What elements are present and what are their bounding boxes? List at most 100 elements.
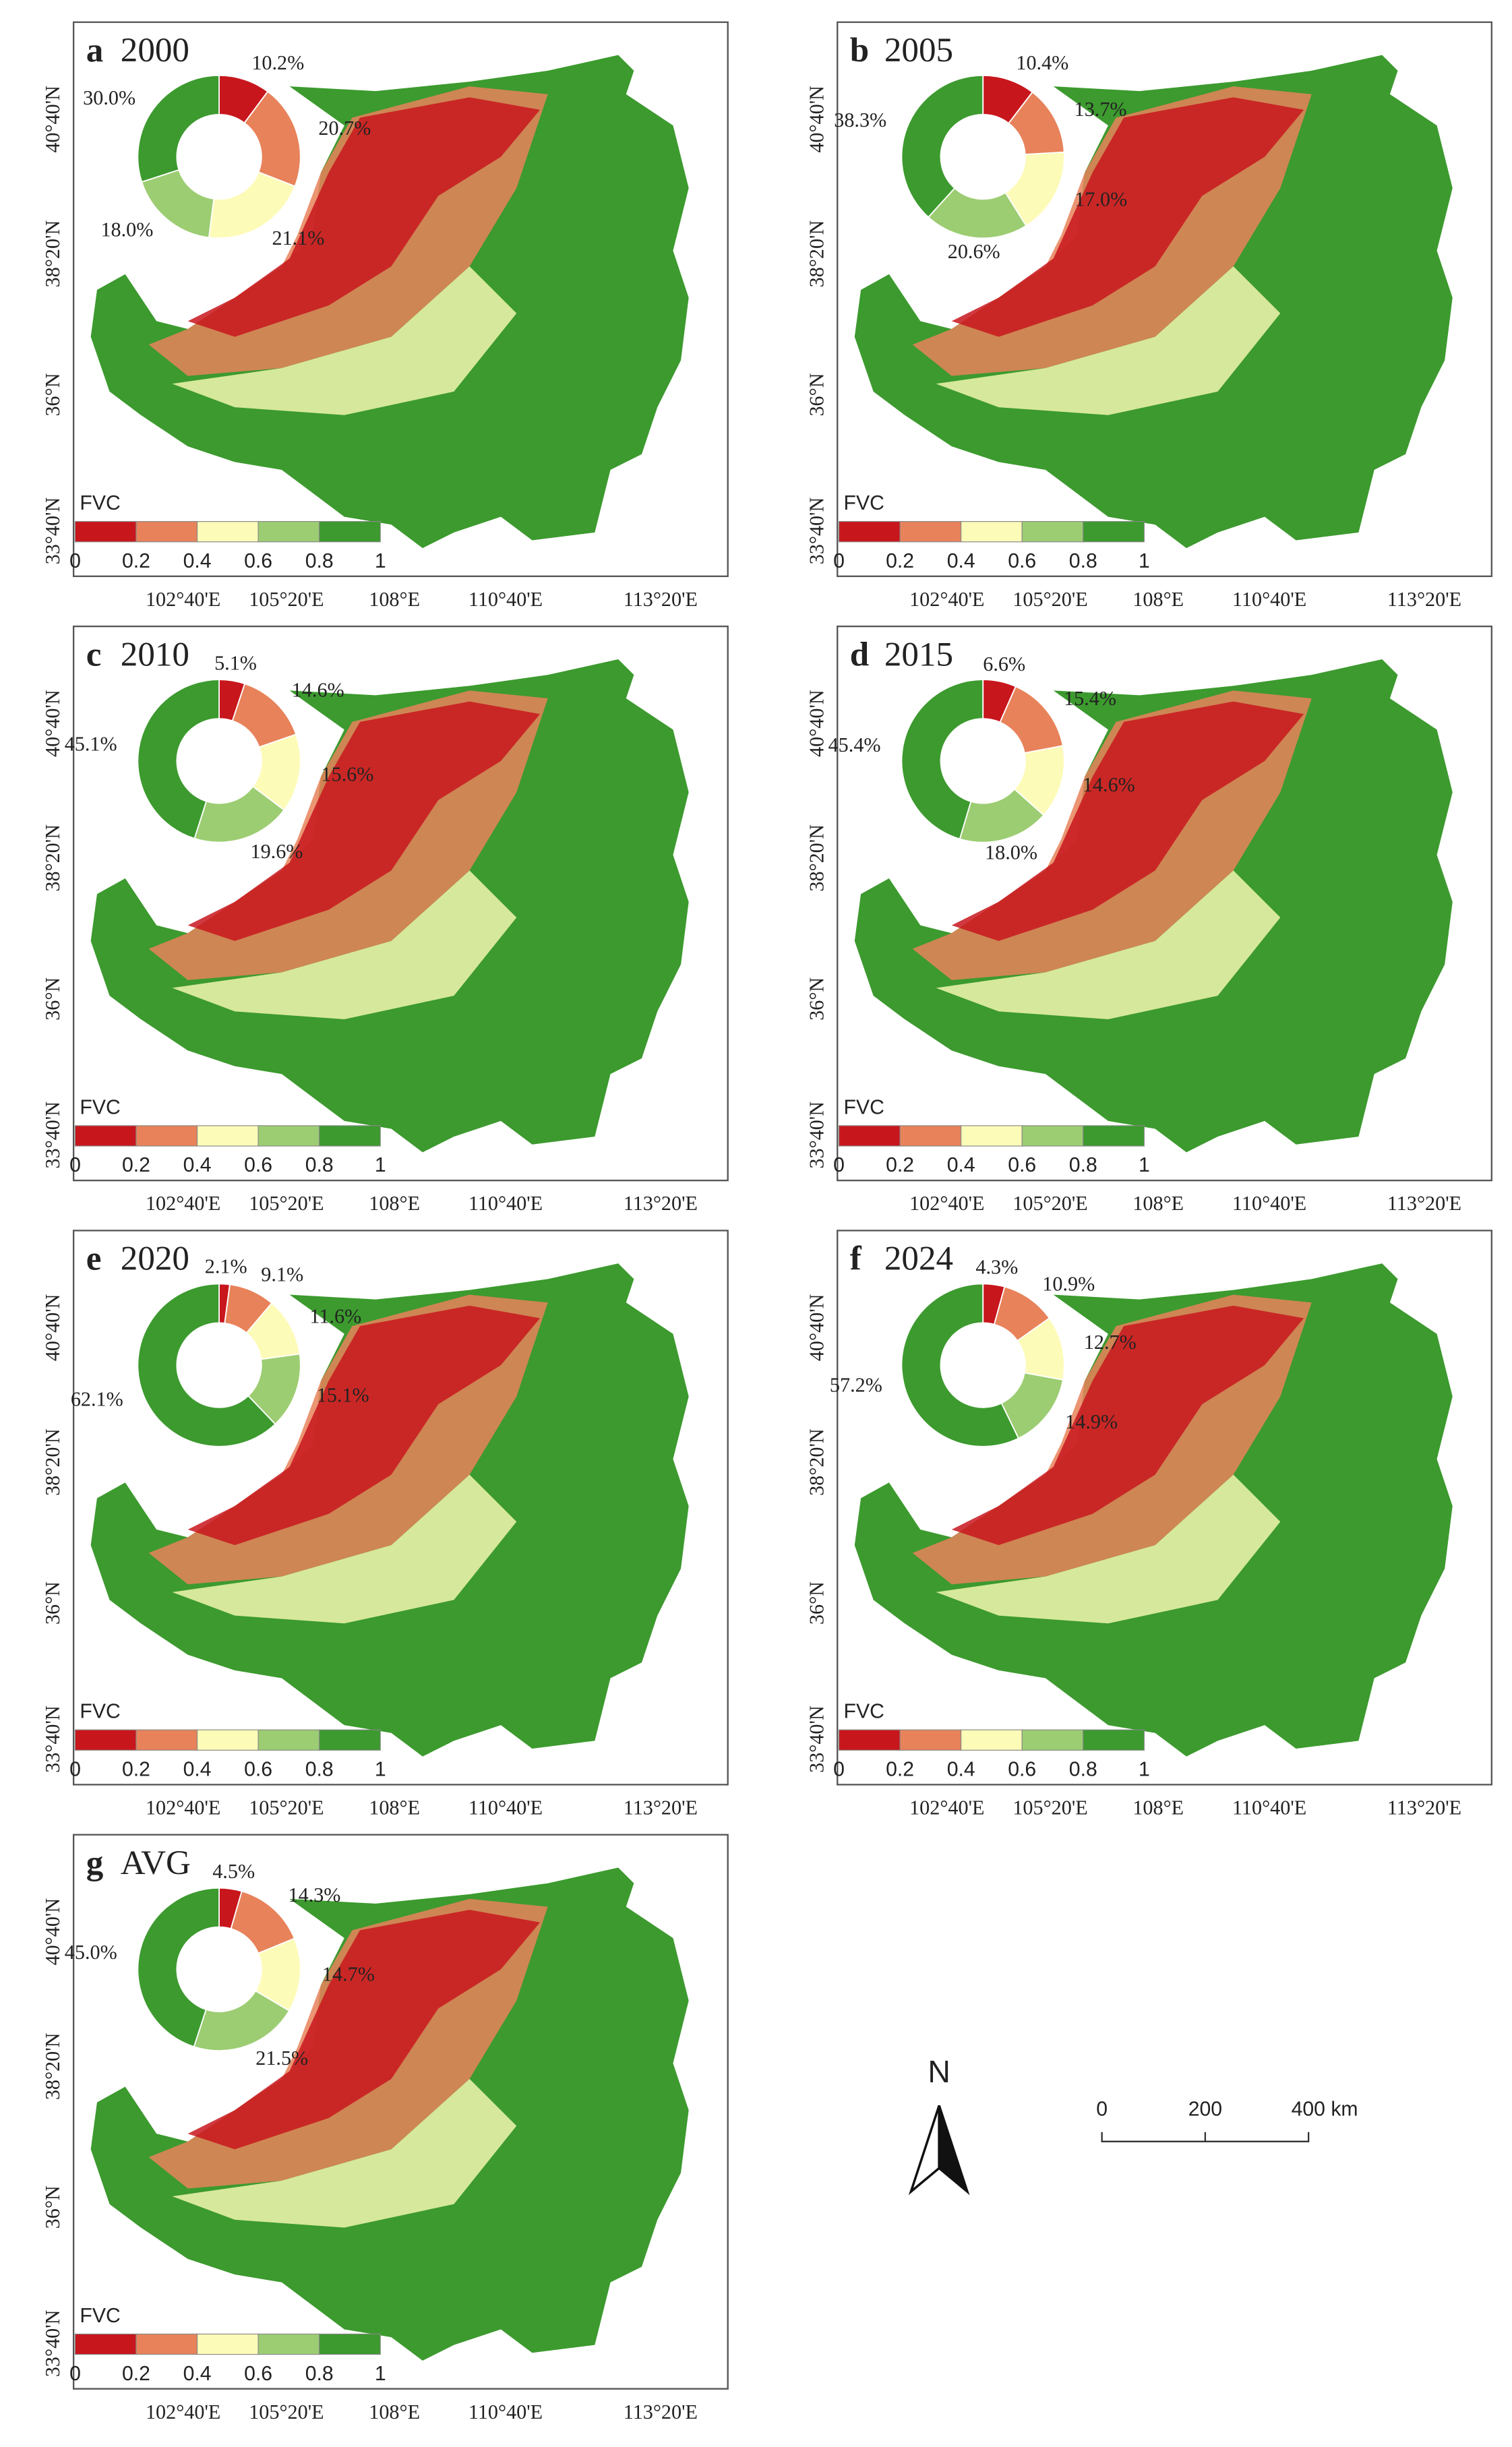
legend-swatch (258, 521, 320, 543)
donut-segment (137, 679, 220, 840)
lon-label: 113°20'E (624, 1192, 698, 1215)
legend-tick-label: 0.2 (886, 1758, 914, 1780)
lon-label: 102°40'E (909, 1192, 984, 1215)
legend-tick-label: 0.4 (183, 550, 212, 572)
legend-title: FVC (844, 492, 884, 514)
legend-swatch (1021, 521, 1084, 543)
donut-label: 6.6% (983, 653, 1025, 675)
lon-label: 113°20'E (1387, 1796, 1461, 1819)
donut-label: 14.3% (288, 1883, 340, 1906)
legend-tick-label: 0.2 (122, 1154, 150, 1176)
lon-label: 110°40'E (1232, 1796, 1306, 1819)
legend-swatch (1021, 1125, 1084, 1147)
legend-tick-label: 0.6 (244, 2363, 272, 2385)
lon-label: 108°E (1132, 588, 1184, 611)
lat-label: 40°40'N (41, 86, 64, 153)
legend-tick-label: 0.4 (183, 2363, 212, 2385)
lat-label: 38°20'N (805, 1428, 828, 1496)
region-patch (936, 1474, 1281, 1624)
legend-swatch (74, 521, 137, 543)
donut-label: 12.7% (1084, 1331, 1137, 1354)
legend-tick-label: 1 (1139, 1758, 1150, 1780)
donut-label: 62.1% (71, 1387, 123, 1410)
map-region (854, 659, 1453, 1153)
legend-tick-label: 0.4 (947, 1154, 975, 1176)
legend-swatch (899, 1729, 962, 1751)
legend-swatch (838, 521, 901, 543)
donut-label: 19.6% (251, 840, 303, 863)
lat-label: 36°N (41, 1581, 64, 1625)
panel-year: 2024 (884, 1240, 953, 1278)
legend-tick-label: 0.6 (244, 1154, 272, 1176)
lon-label: 102°40'E (146, 1192, 220, 1215)
donut-label: 57.2% (830, 1373, 882, 1396)
map-panel: e 2020 2.1% 9.1% 11.6% 15.1% 62.1% FVC 0 0.2 0.4 0.… (41, 1230, 729, 1819)
region-patch (951, 701, 1304, 941)
legend-tick-label: 0.4 (947, 1758, 975, 1780)
panel-year: 2015 (884, 635, 953, 673)
donut-label: 15.1% (317, 1384, 369, 1407)
legend-tick-label: 1 (375, 1758, 386, 1780)
panel-year: AVG (121, 1844, 191, 1882)
legend-tick-label: 0.6 (1008, 1758, 1036, 1780)
legend-swatch (319, 1125, 381, 1147)
donut-label: 4.5% (212, 1860, 255, 1883)
donut-segment (208, 171, 296, 239)
donut-segment (193, 785, 285, 843)
donut-label: 14.6% (1083, 773, 1135, 796)
legend-tick-label: 0.6 (244, 1758, 272, 1780)
legend-swatch (1083, 1125, 1145, 1147)
legend-tick-label: 0.6 (244, 550, 272, 572)
legend-tick-label: 0.2 (122, 1758, 150, 1780)
map-region (90, 659, 689, 1153)
lon-label: 110°40'E (468, 588, 543, 611)
donut-label: 10.2% (251, 51, 304, 74)
lat-label: 33°40'N (805, 1101, 828, 1169)
donut-label: 18.0% (100, 218, 153, 241)
legend-swatch (135, 521, 198, 543)
map-region (90, 1867, 689, 2361)
legend-swatch (135, 2333, 198, 2355)
lon-label: 102°40'E (909, 588, 984, 611)
legend-tick-label: 0 (69, 550, 81, 572)
donut-label: 10.4% (1016, 51, 1068, 74)
legend-swatch (258, 2333, 320, 2355)
region-patch (187, 701, 541, 941)
scale-label: 400 km (1292, 2098, 1358, 2120)
lat-label: 38°20'N (41, 2032, 64, 2100)
map-region (90, 1263, 689, 1757)
region-patch (172, 266, 517, 415)
lat-label: 36°N (805, 1581, 828, 1625)
lat-label: 38°20'N (41, 220, 64, 288)
legend-title: FVC (80, 1096, 120, 1118)
donut-segment (243, 90, 301, 187)
donut-label: 30.0% (83, 86, 135, 109)
north-arrow: N (908, 2054, 970, 2196)
donut-label: 15.4% (1064, 687, 1116, 710)
panel-year: 2000 (121, 31, 189, 69)
donut-segment (137, 74, 220, 183)
donut-label: 17.0% (1075, 188, 1127, 211)
legend-tick-label: 0.8 (1069, 1154, 1097, 1176)
legend-tick-label: 0.8 (305, 550, 334, 572)
lat-label: 33°40'N (41, 2309, 64, 2377)
lon-label: 108°E (369, 2400, 420, 2423)
legend-swatch (319, 1729, 381, 1751)
legend-tick-label: 0.4 (183, 1154, 212, 1176)
lon-label: 110°40'E (468, 1796, 543, 1819)
donut-segment (901, 74, 984, 218)
legend-swatch (135, 1125, 198, 1147)
lon-label: 110°40'E (468, 2400, 543, 2423)
lon-label: 113°20'E (624, 2400, 698, 2423)
legend-swatch (196, 2333, 259, 2355)
panel-letter: b (850, 31, 869, 69)
donut-label: 38.3% (834, 109, 886, 131)
lon-label: 102°40'E (146, 1796, 220, 1819)
legend-swatch (961, 1729, 1023, 1751)
donut-label: 14.9% (1065, 1410, 1118, 1433)
legend-swatch (196, 1729, 259, 1751)
donut-label: 2.1% (205, 1255, 247, 1277)
region-patch (172, 2078, 517, 2228)
lat-label: 40°40'N (41, 1898, 64, 1966)
legend-tick-label: 0.6 (1008, 1154, 1036, 1176)
